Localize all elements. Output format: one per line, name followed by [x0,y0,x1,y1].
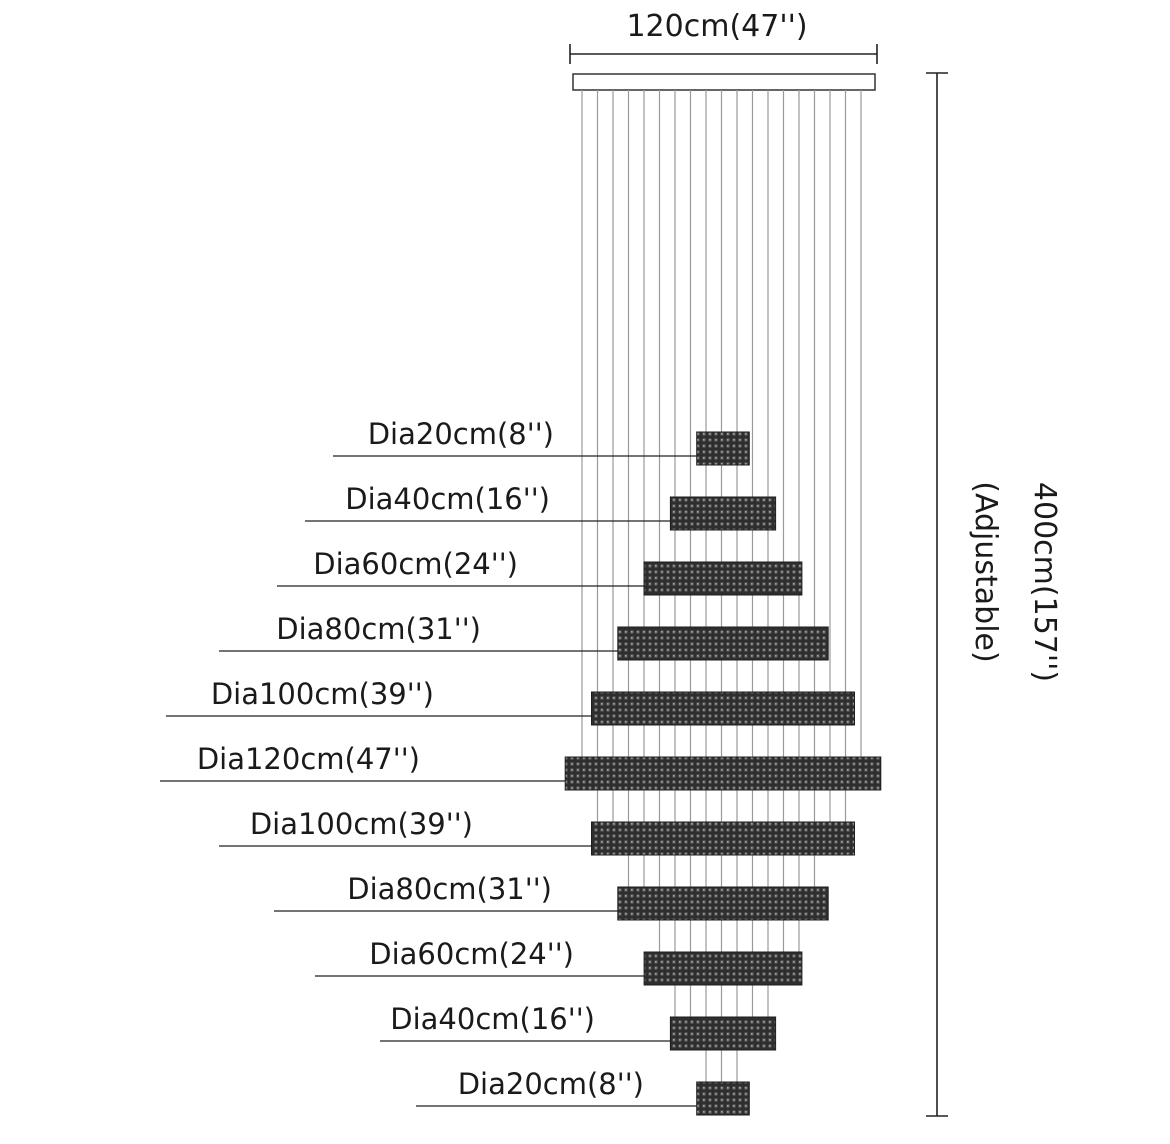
crystal-tier [669,1016,777,1051]
tier-diameter-label: Dia40cm(16'') [345,482,550,516]
tier-diameter-label: Dia20cm(8'') [368,417,554,451]
crystal-tier [591,691,855,726]
tier-diameter-label: Dia40cm(16'') [390,1002,595,1036]
tier-diameter-label: Dia60cm(24'') [369,937,574,971]
tier-diameter-label: Dia120cm(47'') [197,742,420,776]
tier-diameter-label: Dia100cm(39'') [211,677,434,711]
crystal-tier [669,496,777,531]
crystal-tier [591,821,855,856]
crystal-tier [643,561,803,596]
total-height-label: 400cm(157'') [1027,482,1062,682]
crystal-tier [643,951,803,986]
tier-diameter-label: Dia80cm(31'') [347,872,552,906]
tier-diameter-label: Dia100cm(39'') [250,807,473,841]
tier-diameter-label: Dia80cm(31'') [276,612,481,646]
tier-diameter-label: Dia20cm(8'') [458,1067,644,1101]
crystal-tier [617,626,829,661]
tier-diameter-label: Dia60cm(24'') [313,547,518,581]
height-dimension: 400cm(157'') (Adjustable) [926,72,1062,1117]
crystal-tier [696,431,750,466]
canopy-width-dimension: 120cm(47'') [569,9,878,64]
suspension-wires [581,90,862,1115]
ceiling-canopy [572,73,876,91]
crystal-tiers: Dia20cm(8'') Dia40cm(16'') Dia60cm(24'') Di… [160,417,882,1116]
crystal-tier [564,756,882,791]
crystal-tier [617,886,829,921]
adjustable-note: (Adjustable) [968,481,1003,662]
canopy-width-label: 120cm(47'') [626,9,807,44]
crystal-tier [696,1081,750,1116]
